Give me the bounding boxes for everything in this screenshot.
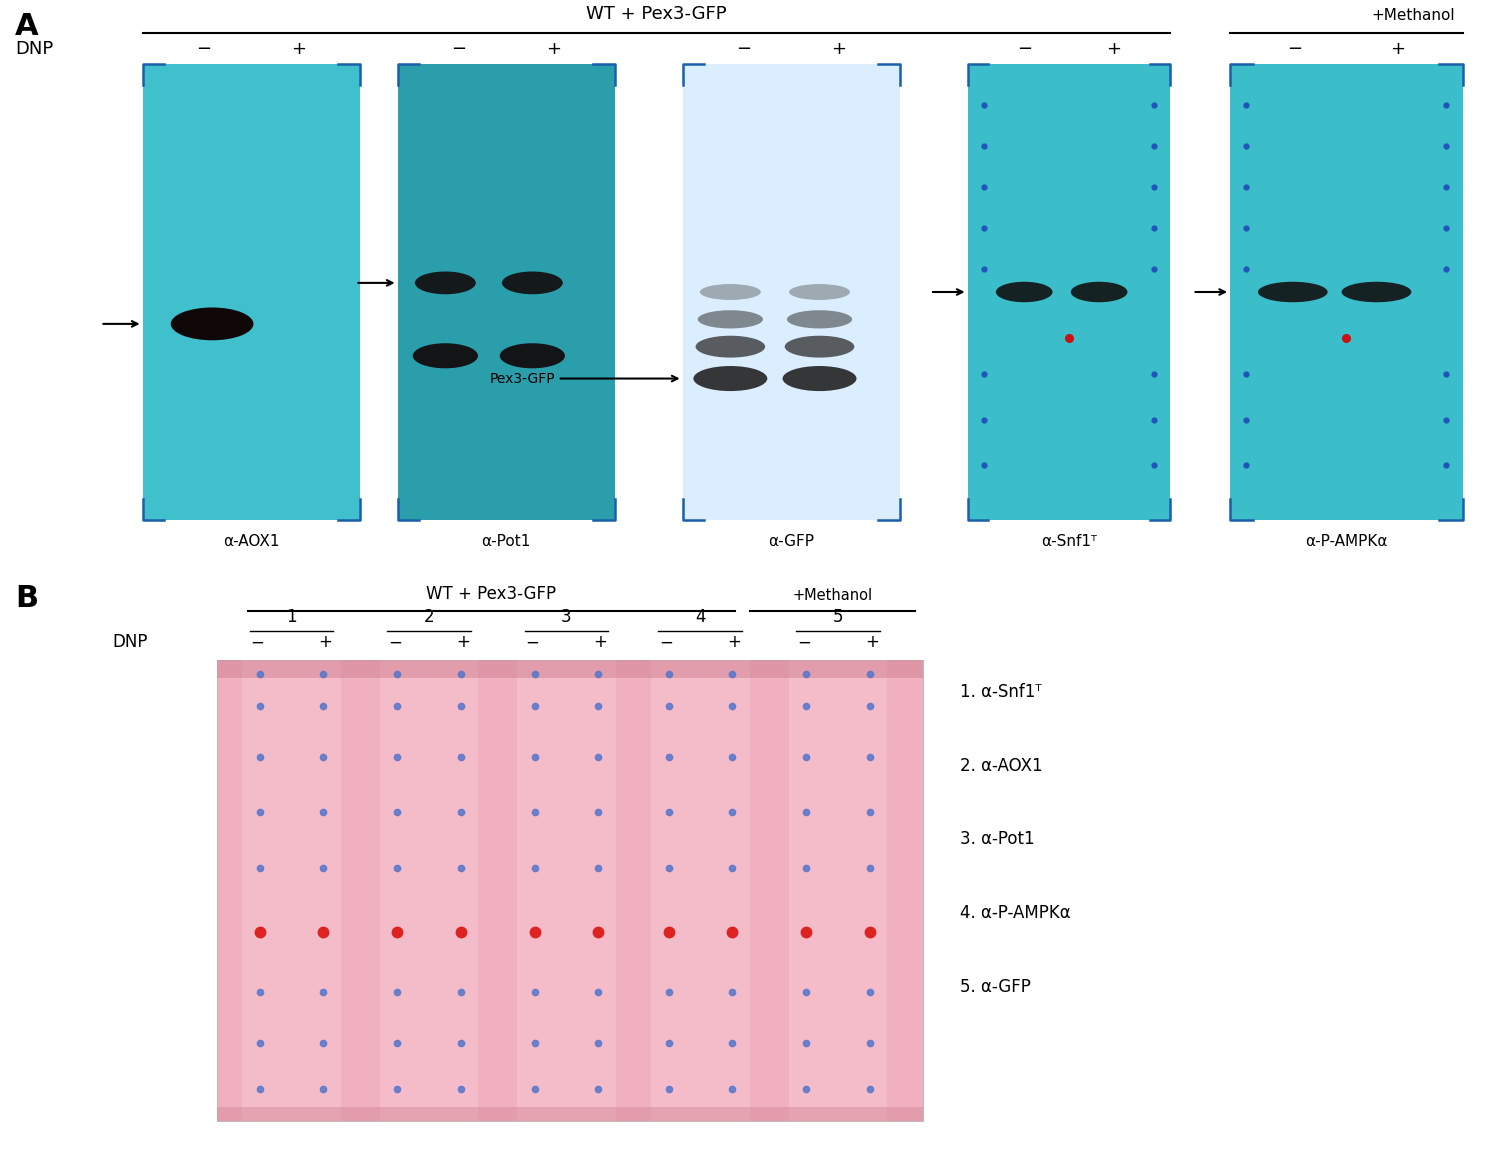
Text: 4: 4 (694, 609, 705, 626)
Text: −: − (251, 633, 264, 652)
Ellipse shape (700, 284, 760, 300)
Text: α-AOX1: α-AOX1 (224, 534, 279, 549)
Ellipse shape (500, 343, 566, 368)
Ellipse shape (1341, 281, 1412, 303)
Text: −: − (525, 633, 540, 652)
Text: 3: 3 (561, 609, 572, 626)
Text: α-GFP: α-GFP (768, 534, 814, 549)
Text: 1: 1 (286, 609, 297, 626)
Text: 5. α-GFP: 5. α-GFP (960, 978, 1030, 995)
Ellipse shape (784, 335, 855, 357)
Ellipse shape (413, 343, 478, 368)
Bar (217, 1107, 922, 1121)
Text: −: − (660, 633, 674, 652)
Text: Pex3-GFP: Pex3-GFP (489, 371, 678, 385)
Bar (789, 660, 886, 1121)
Text: +: + (456, 633, 470, 652)
Text: −: − (736, 40, 752, 58)
Bar (1230, 64, 1462, 520)
Ellipse shape (171, 307, 254, 340)
Text: +Methanol: +Methanol (1371, 8, 1455, 23)
Text: +: + (831, 40, 846, 58)
Text: B: B (15, 584, 38, 613)
Bar (217, 660, 922, 679)
Text: +: + (318, 633, 333, 652)
Bar (682, 64, 900, 520)
Ellipse shape (1071, 281, 1128, 303)
Text: DNP: DNP (112, 633, 148, 652)
Text: α-P-AMPKα: α-P-AMPKα (1305, 534, 1388, 549)
Text: +Methanol: +Methanol (792, 588, 873, 603)
Ellipse shape (788, 311, 852, 328)
Text: −: − (388, 633, 402, 652)
Text: +: + (1106, 40, 1120, 58)
Ellipse shape (503, 271, 562, 294)
Ellipse shape (996, 281, 1053, 303)
Text: +: + (291, 40, 306, 58)
Bar (398, 64, 615, 520)
Bar (380, 660, 478, 1121)
Bar (142, 64, 360, 520)
Bar (968, 64, 1170, 520)
Text: DNP: DNP (15, 40, 54, 58)
Text: WT + Pex3-GFP: WT + Pex3-GFP (426, 585, 556, 603)
Text: +: + (546, 40, 561, 58)
Bar (217, 660, 922, 1121)
Text: +: + (594, 633, 608, 652)
Text: WT + Pex3-GFP: WT + Pex3-GFP (586, 6, 726, 23)
Bar (242, 660, 340, 1121)
Text: α-Snf1ᵀ: α-Snf1ᵀ (1041, 534, 1096, 549)
Text: +: + (865, 633, 879, 652)
Text: −: − (1017, 40, 1032, 58)
Ellipse shape (1258, 281, 1328, 303)
Text: 4. α-P-AMPKα: 4. α-P-AMPKα (960, 904, 1071, 922)
Text: −: − (196, 40, 211, 58)
Text: 1. α-Snf1ᵀ: 1. α-Snf1ᵀ (960, 683, 1041, 701)
Bar (651, 660, 750, 1121)
Text: 3. α-Pot1: 3. α-Pot1 (960, 830, 1035, 848)
Text: +: + (728, 633, 741, 652)
Ellipse shape (698, 311, 764, 328)
Text: −: − (796, 633, 812, 652)
Ellipse shape (789, 284, 850, 300)
Text: 2: 2 (423, 609, 435, 626)
Text: +: + (1390, 40, 1406, 58)
Ellipse shape (783, 366, 856, 391)
Ellipse shape (696, 335, 765, 357)
Ellipse shape (693, 366, 768, 391)
Text: 2. α-AOX1: 2. α-AOX1 (960, 757, 1042, 774)
Text: 5: 5 (833, 609, 843, 626)
Ellipse shape (416, 271, 476, 294)
Text: A: A (15, 12, 39, 41)
Text: α-Pot1: α-Pot1 (482, 534, 531, 549)
Text: −: − (452, 40, 466, 58)
Bar (518, 660, 616, 1121)
Text: −: − (1287, 40, 1302, 58)
